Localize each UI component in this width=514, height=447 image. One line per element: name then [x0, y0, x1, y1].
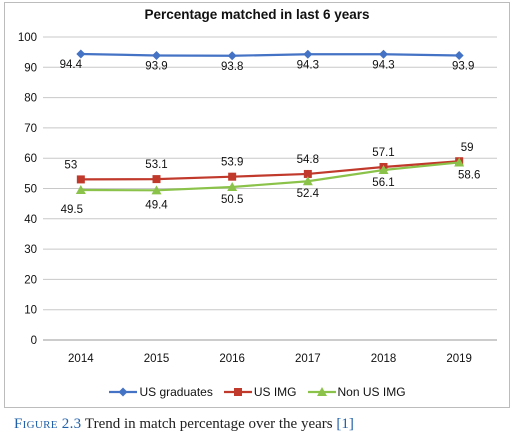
y-tick-label: 80 [24, 93, 37, 105]
y-tick-label: 40 [24, 214, 37, 226]
data-point [454, 50, 464, 60]
legend-swatch [307, 387, 336, 396]
data-label: 93.9 [452, 60, 474, 72]
data-point [151, 185, 162, 195]
data-point [302, 176, 313, 186]
data-label: 94.4 [60, 59, 83, 71]
y-tick-label: 0 [31, 335, 37, 347]
data-label: 94.3 [372, 59, 394, 71]
data-point [227, 51, 237, 61]
chart-title: Percentage matched in last 6 years [144, 7, 370, 22]
data-label: 53 [64, 159, 77, 171]
figure-caption: Figure 2.3 Trend in match percentage ove… [14, 416, 354, 433]
data-point [76, 49, 86, 59]
series-line [80, 160, 460, 181]
data-label: 52.4 [297, 188, 320, 200]
data-point [228, 172, 237, 181]
legend-label: Non US IMG [337, 385, 406, 399]
data-label: 93.9 [145, 60, 167, 72]
legend-label: US IMG [253, 385, 297, 399]
data-label: 49.5 [61, 204, 83, 216]
chart-container: 0 10 20 30 40 50 60 70 80 90 100 2014 2015 2016 2017 20… [4, 2, 510, 408]
y-tick-label: 10 [24, 305, 37, 317]
data-label: 56.1 [372, 177, 394, 189]
data-point [152, 175, 161, 184]
data-label: 49.4 [145, 199, 168, 211]
y-tick-label: 70 [24, 123, 37, 135]
legend-label: US graduates [139, 385, 213, 399]
caption-reference-link[interactable]: [1] [336, 416, 354, 432]
data-label: 93.8 [221, 61, 243, 73]
x-tick-label: 2016 [219, 353, 245, 365]
data-label: 57.1 [372, 147, 394, 159]
y-tick-label: 90 [24, 62, 37, 74]
data-label: 50.5 [221, 194, 243, 206]
data-point [303, 49, 313, 59]
data-point [454, 157, 465, 167]
caption-text: Trend in match percentage over the years [81, 416, 337, 432]
x-tick-label: 2015 [144, 353, 170, 365]
x-tick-label: 2017 [295, 353, 321, 365]
data-point [379, 49, 388, 59]
legend-item: US graduates [108, 385, 213, 399]
data-label: 53.9 [221, 157, 243, 169]
series-line [80, 161, 460, 192]
legend-swatch [109, 387, 138, 397]
y-tick-label: 60 [24, 153, 37, 165]
x-tick-label: 2019 [446, 353, 472, 365]
y-tick-label: 20 [24, 274, 37, 286]
y-tick-label: 50 [24, 184, 37, 196]
y-tick-label: 100 [18, 32, 37, 44]
line-chart: 0 10 20 30 40 50 60 70 80 90 100 2014 2015 2016 2017 20… [18, 32, 497, 365]
data-label: 53.1 [145, 159, 167, 171]
x-tick-label: 2014 [68, 353, 94, 365]
data-label: 58.6 [458, 169, 480, 181]
figure-label: Figure 2.3 [14, 416, 82, 432]
legend-item: US IMG [223, 385, 297, 399]
data-point [227, 181, 238, 191]
data-label: 94.3 [297, 59, 319, 71]
data-label: 54.8 [297, 154, 319, 166]
series-line [80, 52, 460, 57]
data-point [152, 50, 161, 60]
legend-item: Non US IMG [307, 385, 406, 399]
x-tick-label: 2018 [371, 353, 397, 365]
data-point [378, 165, 389, 175]
legend-swatch [223, 388, 252, 396]
data-label: 59 [461, 142, 474, 154]
data-point [75, 185, 86, 195]
data-point [76, 175, 85, 184]
data-point [303, 169, 312, 178]
chart-legend: US graduates US IMG Non US IMG [5, 385, 509, 399]
y-tick-label: 30 [24, 244, 37, 256]
